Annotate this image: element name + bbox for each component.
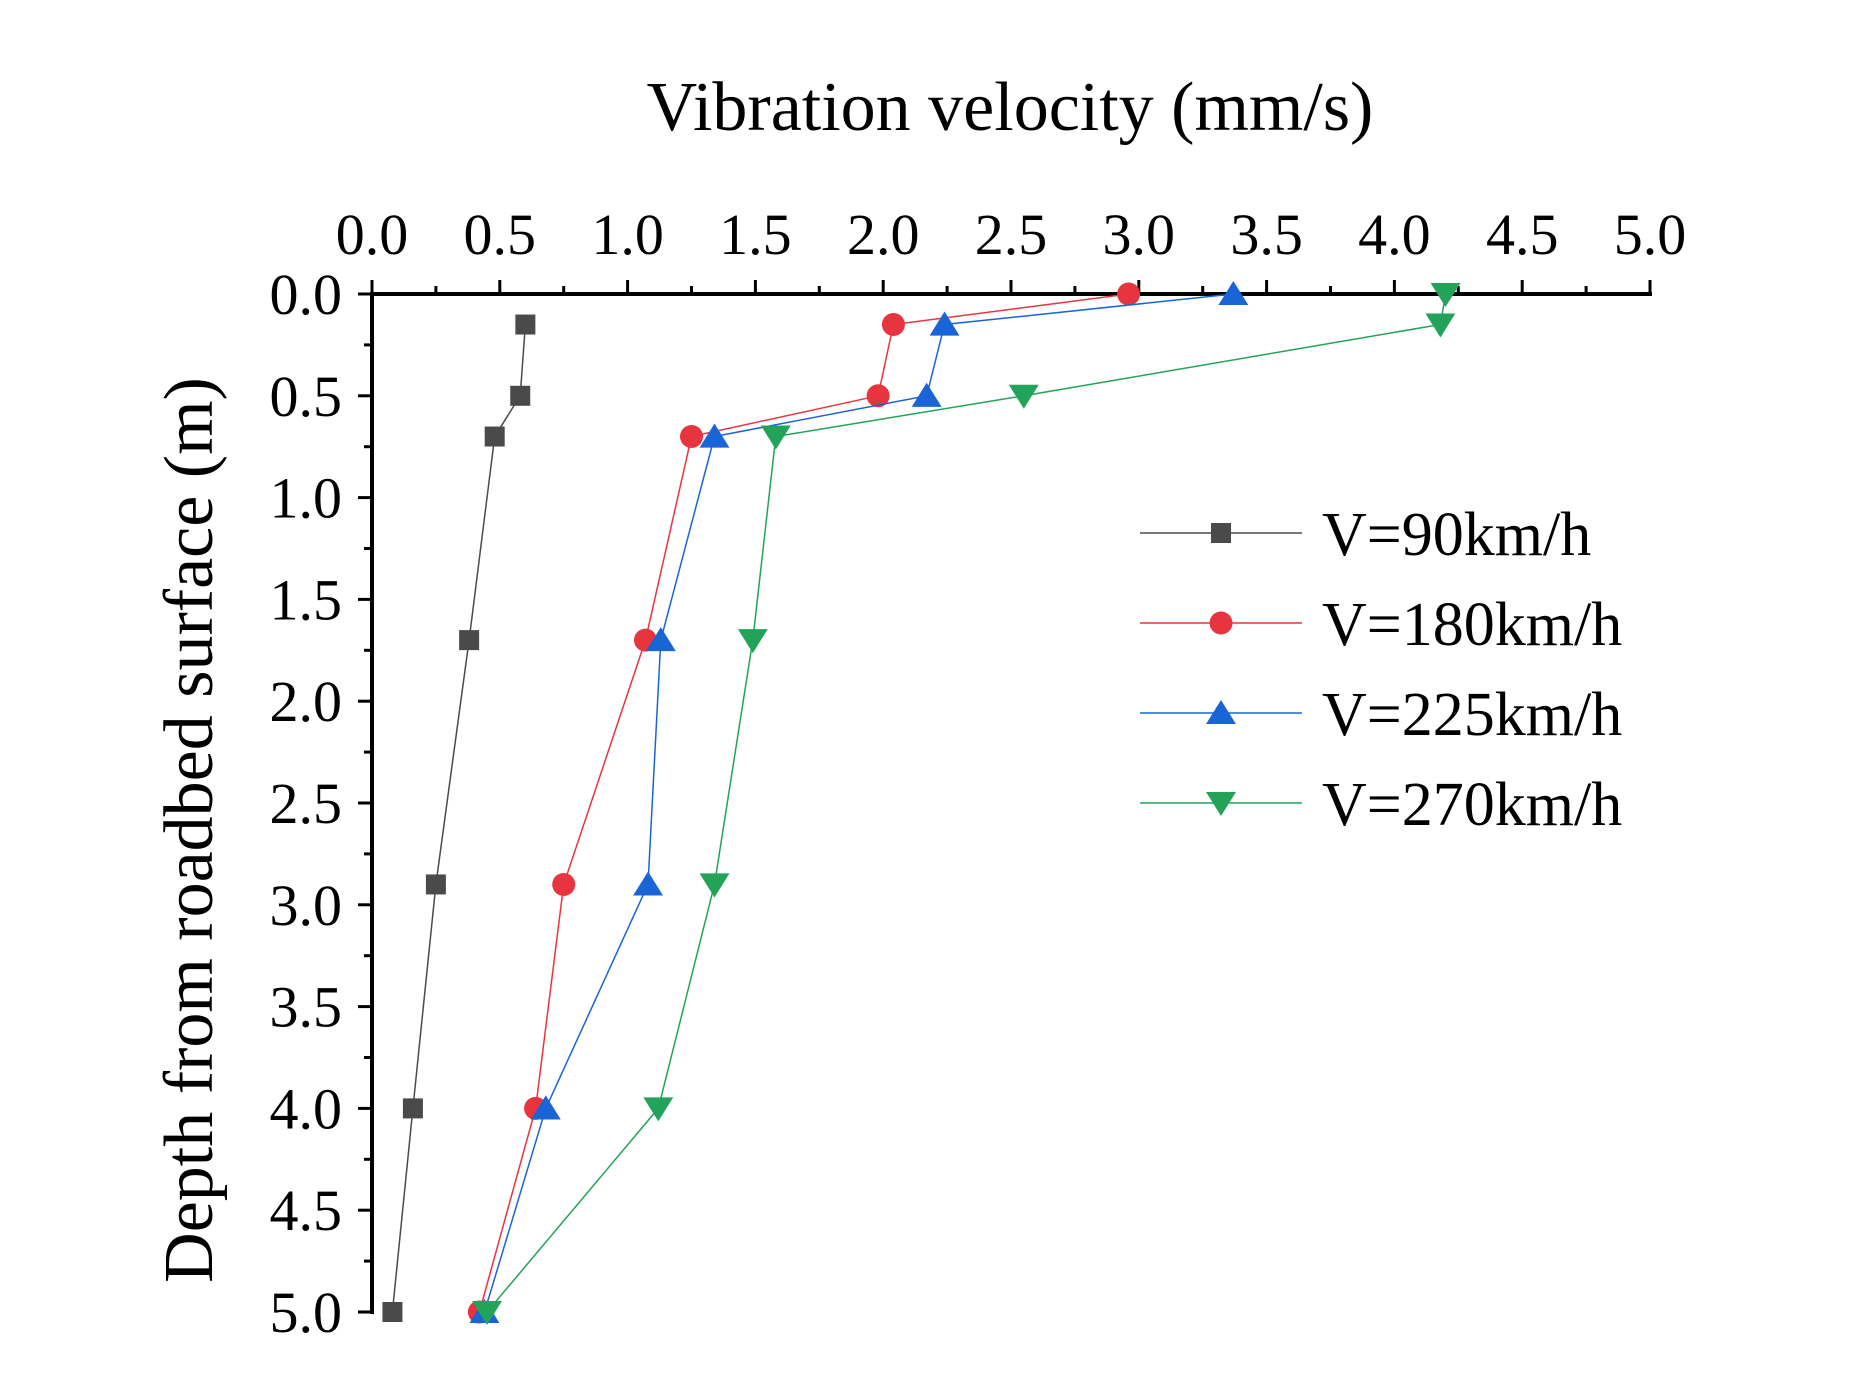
series-line <box>478 293 1129 1313</box>
y-tick-label: 3.0 <box>270 873 343 938</box>
y-tick-label: 0.0 <box>270 262 343 327</box>
data-point <box>515 314 536 335</box>
x-tick-label: 3.0 <box>1103 202 1176 267</box>
axes: 0.0 0.5 1.0 1.5 2.0 2.5 3.0 3.5 4.0 4.5 5.0 0.0 0.5 1… <box>270 202 1687 1345</box>
legend-label: V=270km/h <box>1322 771 1622 839</box>
x-axis-title: Vibration velocity (mm/s) <box>647 69 1374 146</box>
y-tick-label: 2.5 <box>270 771 343 836</box>
y-tick-label: 5.0 <box>270 1280 343 1345</box>
data-point <box>425 874 446 895</box>
x-tick-label: 4.0 <box>1358 202 1431 267</box>
series-V=180km/h <box>467 282 1141 1324</box>
data-point <box>881 313 905 337</box>
legend-marker <box>1206 791 1236 816</box>
series-line <box>486 293 1447 1313</box>
legend-label: V=90km/h <box>1322 501 1591 569</box>
y-axis-title: Depth from roadbed surface (m) <box>151 377 228 1283</box>
data-point <box>459 630 480 651</box>
x-tick-label: 1.5 <box>719 202 792 267</box>
data-point <box>633 871 663 896</box>
y-tick-label: 1.5 <box>270 567 343 632</box>
x-tick-label: 1.0 <box>591 202 664 267</box>
legend-marker <box>1211 523 1231 543</box>
y-tick-label: 0.5 <box>270 364 343 429</box>
legend-marker <box>1209 611 1233 635</box>
data-point <box>760 425 791 450</box>
y-tick-label: 2.0 <box>270 669 343 734</box>
x-tick-label: 0.5 <box>464 202 537 267</box>
y-tick-label: 1.0 <box>270 466 343 531</box>
data-point <box>510 385 531 406</box>
data-point <box>680 425 703 449</box>
data-point <box>472 1300 502 1325</box>
data-point <box>866 384 890 408</box>
data-point <box>929 311 960 336</box>
data-point <box>1430 282 1461 307</box>
data-point <box>643 1097 674 1122</box>
data-point <box>645 627 676 652</box>
data-point <box>699 873 730 898</box>
legend: V=90km/h V=180km/h V=225km/h V=270km/h <box>1140 501 1622 839</box>
series-V=270km/h <box>472 282 1461 1325</box>
x-tick-label: 2.5 <box>975 202 1048 267</box>
series-V=225km/h <box>469 281 1249 1324</box>
x-tick-label: 3.5 <box>1230 202 1303 267</box>
data-point <box>1117 282 1141 306</box>
series-line <box>391 324 527 1313</box>
series-line <box>483 293 1234 1313</box>
data-point <box>402 1098 423 1119</box>
series-V=90km/h <box>382 314 536 1322</box>
x-tick-label: 4.5 <box>1486 202 1559 267</box>
legend-entry: V=225km/h <box>1140 681 1622 749</box>
legend-label: V=225km/h <box>1322 681 1622 749</box>
data-point <box>1008 384 1039 409</box>
y-tick-label: 4.0 <box>270 1076 343 1141</box>
data-point <box>1218 281 1249 306</box>
data-series <box>382 281 1461 1325</box>
x-tick-label: 5.0 <box>1614 202 1687 267</box>
x-tick-label: 2.0 <box>847 202 920 267</box>
y-tick-label: 3.5 <box>270 975 343 1040</box>
data-point <box>530 1095 561 1120</box>
legend-entry: V=90km/h <box>1140 501 1591 569</box>
legend-label: V=180km/h <box>1322 591 1622 659</box>
legend-entry: V=180km/h <box>1140 591 1622 659</box>
data-point <box>911 382 942 407</box>
data-point <box>1425 313 1456 338</box>
legend-marker <box>1206 700 1236 725</box>
data-point <box>699 423 730 448</box>
y-tick-label: 4.5 <box>270 1178 343 1243</box>
data-point <box>382 1302 403 1322</box>
data-point <box>484 426 505 447</box>
legend-entry: V=270km/h <box>1140 771 1622 839</box>
data-point <box>552 872 576 896</box>
x-tick-label: 0.0 <box>336 202 409 267</box>
data-point <box>737 629 768 654</box>
